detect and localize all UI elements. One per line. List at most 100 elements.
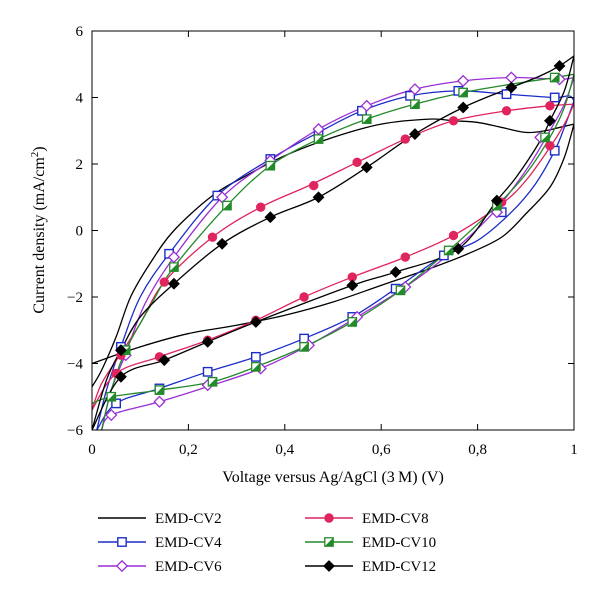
series-emd-cv10-point-fill [208,377,217,386]
series-emd-cv10-point-fill [444,246,453,255]
series-emd-cv10-point-fill [266,161,275,170]
series-emd-cv10-point [222,200,232,211]
series-emd-cv10-cathodic-line [92,74,574,405]
x-tick-label: 0,6 [372,442,391,458]
series-emd-cv10-point [395,285,406,296]
x-axis-title: Voltage versus Ag/AgCl (3 M) (V) [222,469,444,486]
series-emd-cv12-point [505,81,518,94]
legend-emd-cv2-label: EMD-CV2 [155,511,222,527]
series-emd-cv10-point [361,114,372,124]
series-emd-cv8-point [256,202,266,212]
series-emd-cv12-point [360,161,373,174]
series-emd-cv10-point-fill [396,286,405,295]
series-emd-cv4-point [202,366,213,377]
y-tick-label: −4 [67,357,83,373]
series-emd-cv10-point-fill [222,201,232,210]
series-emd-cv10-point [549,72,560,83]
series-emd-cv4-point [549,145,560,156]
series-emd-cv6-point [153,395,166,408]
series-emd-cv10-point-fill [540,133,550,142]
y-axis-title-close: ) [31,146,48,151]
series-emd-cv12-point [409,128,421,140]
series-emd-cv8-point [352,157,362,168]
series-emd-cv4-point [250,351,261,362]
series-emd-cv12-point [115,344,127,357]
series-emd-cv8-point [448,230,459,241]
series-emd-cv6-point [408,83,422,96]
series-emd-cv4-point [501,89,512,100]
y-tick-label: −2 [67,290,83,306]
series-emd-cv10-anodic-line [101,73,574,430]
series-emd-cv4-point [549,92,560,103]
series-emd-cv12-point [389,266,402,278]
series-emd-cv10-point [458,87,468,98]
series-emd-cv4-anodic-line [96,90,574,430]
x-tick-label: 0,4 [275,442,294,458]
series-emd-cv10-point-fill [362,114,371,124]
series-emd-cv12-point [553,60,566,72]
series-emd-cv2-cathodic-line [92,123,574,365]
y-tick-label: 4 [76,91,84,107]
series-emd-cv12-point [201,335,214,348]
series-emd-cv10-point-fill [458,88,468,97]
series-emd-cv10-point [299,342,309,352]
legend-emd-cv12-swatch-marker [323,560,335,572]
legend: EMD-CV2 EMD-CV4 EMD-CV6 EMD-CV8 EMD-CV10 EMD-… [98,511,436,575]
series-emd-cv10-point [410,99,420,109]
series-emd-cv10-point [443,245,454,256]
series-emd-cv8-point [309,180,319,191]
series-emd-cv6-point [505,71,518,84]
series-emd-cv10-point [313,134,324,144]
x-tick-label: 1 [570,442,578,458]
legend-emd-cv12-label: EMD-CV12 [362,559,436,575]
series-layer [92,55,574,430]
y-tick-label: 2 [76,157,84,173]
series-emd-cv10-point [207,376,218,387]
x-tick-label: 0,2 [179,442,198,458]
legend-emd-cv6-label: EMD-CV6 [155,559,222,575]
legend-emd-cv6-swatch-marker [115,559,129,573]
series-emd-cv8-point [501,106,512,116]
legend-emd-cv8-label: EMD-CV8 [362,511,429,527]
series-emd-cv10-point [540,132,550,143]
series-emd-cv10-point-fill [155,385,164,395]
series-emd-cv10-point [347,317,358,327]
y-tick-label: −6 [67,423,83,439]
series-emd-cv6-point [105,408,118,422]
series-emd-cv12-point [543,114,556,127]
series-emd-cv10-point [251,361,261,372]
series-emd-cv6-point [457,74,470,87]
y-axis-title-sup: 2 [29,152,41,158]
series-emd-cv8-point [545,141,555,151]
legend-emd-cv4-label: EMD-CV4 [155,535,222,551]
tick-layer: 0 0,2 0,4 0,6 0,8 1 −6 −4 −2 0 2 4 6 [67,24,578,458]
y-tick-label: 0 [76,224,84,240]
series-emd-cv8-point [448,116,459,126]
series-emd-cv8-point [400,252,410,262]
series-emd-cv10-point-fill [107,392,116,401]
y-axis-title: Current density (mA/cm2) [29,146,48,313]
series-emd-cv8-point [400,134,410,144]
x-tick-label: 0,8 [468,442,487,458]
series-emd-cv6-point [360,99,373,112]
x-tick-label: 0 [88,442,96,458]
legend-emd-cv10-label: EMD-CV10 [362,535,436,551]
series-emd-cv10-point-fill [251,362,261,372]
series-emd-cv10-point-fill [410,99,420,109]
series-emd-cv12-point [216,237,229,250]
series-emd-cv12-point [158,354,171,367]
series-emd-cv10-point-fill [550,73,559,82]
series-emd-cv10-point-fill [299,342,309,352]
series-emd-cv8-point [299,292,309,302]
series-emd-cv10-point-fill [169,262,179,272]
series-emd-cv10-point [106,391,117,402]
series-emd-cv10-point-fill [314,134,323,144]
legend-emd-cv4-swatch-marker [117,537,127,547]
series-emd-cv10-point [265,160,276,171]
series-emd-cv12-point [115,370,127,383]
marker-layer [105,60,566,422]
series-emd-cv12-point [312,191,325,204]
series-emd-cv8-point [159,277,170,287]
y-tick-label: 6 [76,24,84,40]
series-emd-cv10-point [169,262,179,272]
